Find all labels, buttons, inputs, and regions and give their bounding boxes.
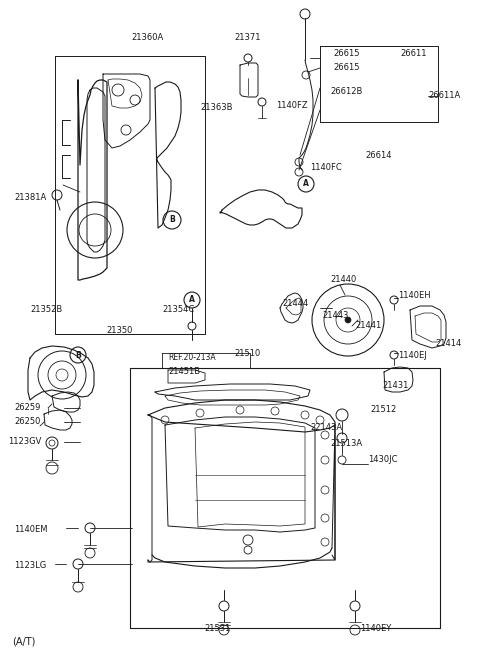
- Circle shape: [46, 437, 58, 449]
- Text: 1123GV: 1123GV: [8, 438, 41, 447]
- Text: 21443: 21443: [322, 312, 348, 321]
- Text: B: B: [169, 216, 175, 224]
- Text: 1140EH: 1140EH: [398, 291, 431, 300]
- Text: 21352B: 21352B: [30, 306, 62, 314]
- Text: 26615: 26615: [333, 64, 360, 73]
- Text: 21512: 21512: [370, 405, 396, 415]
- Text: 21381A: 21381A: [14, 194, 46, 203]
- Text: 1140EJ: 1140EJ: [398, 352, 427, 361]
- Text: 1123LG: 1123LG: [14, 562, 46, 571]
- Text: REF.20-213A: REF.20-213A: [168, 354, 216, 363]
- Text: 1140FZ: 1140FZ: [276, 100, 308, 110]
- Text: 26614: 26614: [365, 150, 392, 159]
- Text: 21440: 21440: [330, 276, 356, 285]
- Text: A: A: [189, 295, 195, 304]
- Text: 26612B: 26612B: [330, 87, 362, 96]
- Text: 21363B: 21363B: [200, 104, 232, 112]
- Text: 1140EM: 1140EM: [14, 525, 48, 535]
- Text: 26615: 26615: [333, 49, 360, 58]
- Text: 21444: 21444: [282, 300, 308, 308]
- Text: 26250: 26250: [14, 417, 40, 426]
- Text: 21354C: 21354C: [162, 306, 194, 314]
- Text: 21360A: 21360A: [132, 33, 164, 42]
- Text: 26611A: 26611A: [428, 91, 460, 100]
- Text: 21513A: 21513A: [330, 440, 362, 449]
- Text: 1140EY: 1140EY: [360, 624, 391, 633]
- Text: 21451B: 21451B: [168, 367, 200, 377]
- Text: 1430JC: 1430JC: [368, 455, 397, 464]
- Text: (A/T): (A/T): [12, 636, 36, 646]
- Text: A: A: [303, 180, 309, 188]
- Text: 26259: 26259: [14, 403, 40, 413]
- Text: 22143A: 22143A: [310, 424, 342, 432]
- Text: 21414: 21414: [435, 340, 461, 348]
- Text: 21531: 21531: [205, 624, 231, 633]
- Text: 21441: 21441: [355, 321, 381, 331]
- Text: 21350: 21350: [107, 326, 133, 335]
- Text: 21510: 21510: [235, 349, 261, 358]
- Circle shape: [345, 317, 351, 323]
- Text: 26611: 26611: [400, 49, 427, 58]
- Text: 21371: 21371: [235, 33, 261, 42]
- Text: B: B: [75, 350, 81, 359]
- Text: 21431: 21431: [382, 382, 408, 390]
- Text: 1140FC: 1140FC: [310, 163, 342, 171]
